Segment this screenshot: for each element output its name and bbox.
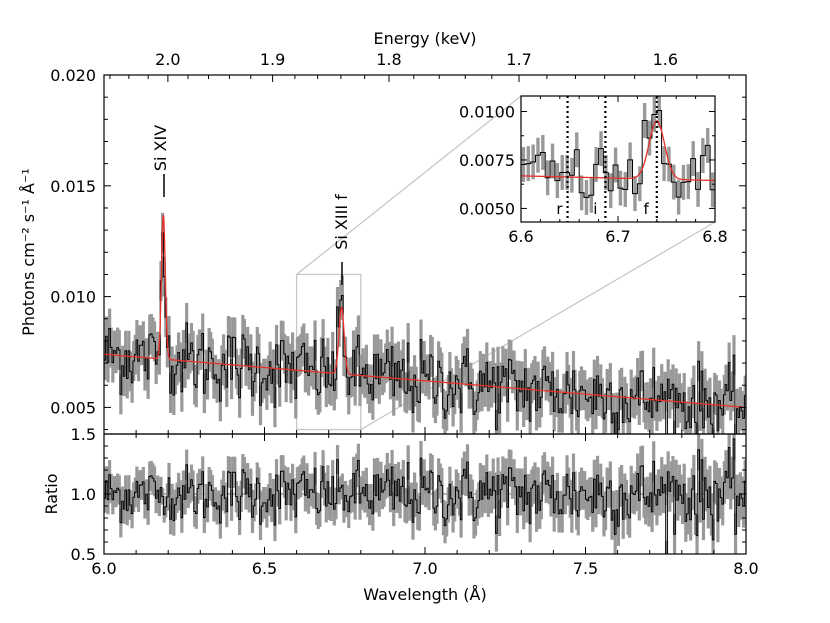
inset-line-markers xyxy=(566,96,658,222)
energy-axis-title: Energy (keV) xyxy=(373,29,476,48)
x-tick-label: 8.0 xyxy=(733,559,758,578)
inset-marker-label-f: f xyxy=(644,200,650,218)
inset-x-tick-label: 6.7 xyxy=(605,227,630,246)
y-tick-label: 0.015 xyxy=(50,177,96,196)
si14-label: Si XIV xyxy=(151,125,170,171)
inset-ticks xyxy=(520,96,716,222)
inset-y-tick-label: 0.0075 xyxy=(459,151,515,170)
x-tick-label: 7.5 xyxy=(573,559,598,578)
main-model-curve xyxy=(104,214,746,409)
ratio-tick-label: 0.5 xyxy=(71,545,96,564)
flux-axis-title: Photons cm⁻² s⁻¹ Å⁻¹ xyxy=(19,168,38,336)
inset-data-steps xyxy=(521,110,715,202)
y-tick-label: 0.005 xyxy=(50,398,96,417)
energy-tick-label: 2.0 xyxy=(155,50,180,69)
ratio-tick-label: 1.5 xyxy=(71,425,96,444)
ratio-axis-title: Ratio xyxy=(42,473,61,514)
energy-tick-label: 1.8 xyxy=(376,50,401,69)
inset-x-tick-label: 6.6 xyxy=(508,227,533,246)
inset-zoom-panel: 0.0050 0.0075 0.0100 6.6 6.7 6.8 r i f xyxy=(459,95,728,246)
zoom-connector-top xyxy=(296,95,522,275)
energy-tick-label: 1.7 xyxy=(506,50,531,69)
axis-ticks xyxy=(103,74,747,555)
ratio-data-steps xyxy=(104,438,746,554)
ratio-error-bars xyxy=(104,434,746,554)
inset-marker-label-i: i xyxy=(593,200,597,218)
energy-tick-label: 1.6 xyxy=(653,50,678,69)
y-tick-label: 0.010 xyxy=(50,288,96,307)
inset-y-tick-label: 0.0100 xyxy=(459,103,515,122)
inset-x-tick-label: 6.8 xyxy=(702,227,727,246)
ratio-tick-label: 1.0 xyxy=(71,485,96,504)
wavelength-axis-title: Wavelength (Å) xyxy=(363,585,486,604)
energy-tick-label: 1.9 xyxy=(260,50,285,69)
y-tick-label: 0.020 xyxy=(50,66,96,85)
si13f-label: Si XIII f xyxy=(332,194,351,250)
inset-y-tick-label: 0.0050 xyxy=(459,199,515,218)
x-tick-label: 6.5 xyxy=(252,559,277,578)
x-tick-label: 6.0 xyxy=(91,559,116,578)
inset-model-curve xyxy=(521,120,715,182)
inset-marker-label-r: r xyxy=(556,200,563,218)
main-data-steps xyxy=(104,232,746,434)
x-tick-label: 7.0 xyxy=(412,559,437,578)
